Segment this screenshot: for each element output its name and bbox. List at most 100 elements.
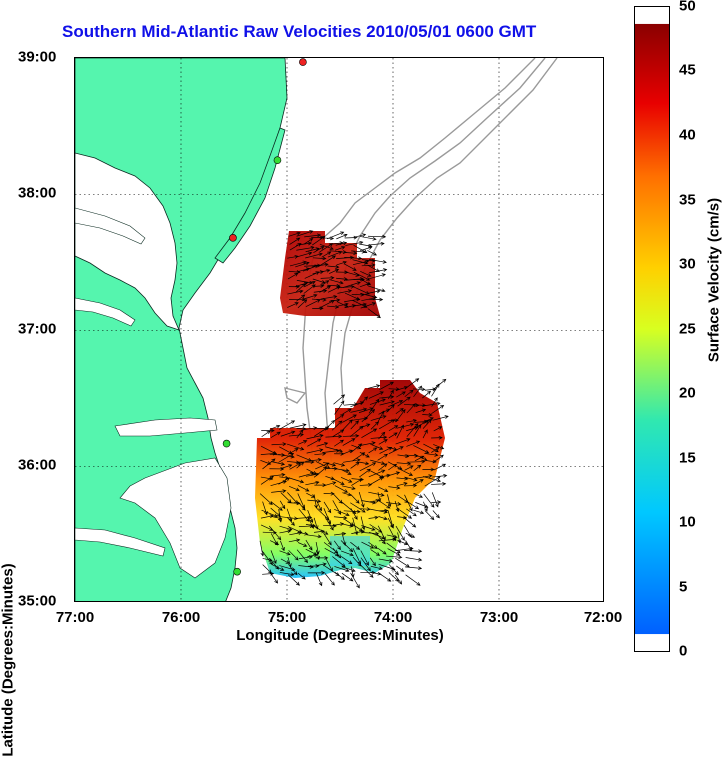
velocity-arrow [431, 492, 439, 508]
velocity-arrow [288, 486, 300, 492]
velocity-arrow [394, 574, 403, 585]
velocity-arrow [324, 481, 337, 487]
velocity-arrow [397, 515, 408, 520]
velocity-arrow [305, 252, 323, 259]
velocity-arrow [367, 250, 378, 256]
velocity-arrow [376, 533, 386, 545]
velocity-arrow [296, 251, 313, 258]
velocity-arrow [370, 565, 383, 571]
velocity-arrow [341, 485, 356, 491]
colorbar-tick: 40 [679, 126, 696, 144]
velocity-arrow [305, 539, 313, 551]
velocity-arrow [303, 238, 314, 245]
velocity-arrow [388, 463, 398, 471]
velocity-arrow [422, 417, 434, 423]
colorbar-tick: 15 [679, 449, 696, 467]
velocity-arrow [353, 271, 371, 281]
velocity-arrow [433, 463, 447, 471]
grid-lines [75, 58, 603, 601]
velocity-arrow [288, 550, 299, 561]
velocity-arrow [271, 516, 283, 520]
velocity-arrow [395, 408, 406, 423]
velocity-arrow [368, 241, 385, 246]
velocity-arrow [261, 509, 278, 518]
velocity-arrow [369, 557, 376, 567]
velocity-arrow [378, 558, 394, 563]
velocity-arrow [413, 492, 424, 498]
velocity-arrow [304, 233, 322, 238]
velocity-arrow [345, 240, 364, 246]
velocity-arrow [368, 391, 384, 399]
velocity-arrow [369, 398, 386, 405]
velocity-arrow [334, 400, 345, 415]
velocity-arrow [304, 281, 316, 288]
velocity-arrow [349, 425, 364, 438]
velocity-arrow [332, 493, 343, 504]
velocity-arrow [302, 264, 319, 272]
velocity-arrow [432, 510, 440, 519]
velocity-arrow [433, 426, 443, 432]
velocity-arrow [368, 297, 384, 302]
velocity-arrow [314, 526, 329, 535]
velocity-arrow [322, 448, 341, 453]
velocity-arrow [297, 299, 308, 309]
velocity-arrow [278, 477, 291, 485]
velocity-arrow [344, 263, 357, 271]
velocity-arrow [322, 461, 337, 467]
bay-inlet [75, 297, 136, 327]
velocity-arrow [431, 383, 440, 397]
velocity-arrow [327, 250, 343, 258]
velocity-arrow [368, 234, 387, 239]
velocity-arrow [312, 278, 326, 284]
velocity-arrow [260, 475, 275, 485]
velocity-arrow [319, 243, 334, 253]
velocity-arrow [387, 548, 401, 556]
velocity-arrow [332, 478, 345, 485]
velocity-arrow [360, 564, 374, 578]
velocity-arrow [353, 286, 370, 295]
velocity-arrow [361, 428, 378, 439]
velocity-arrow [378, 516, 388, 521]
velocity-arrow [369, 268, 388, 274]
velocity-arrow [320, 294, 338, 300]
velocity-arrow [341, 566, 356, 573]
velocity-arrow [289, 566, 298, 576]
velocity-arrow [431, 404, 445, 415]
velocity-arrow [340, 476, 353, 483]
velocity-arrow [297, 572, 306, 580]
velocity-arrow [333, 462, 346, 467]
velocity-arrow [424, 510, 435, 521]
velocity-arrow [298, 440, 308, 445]
velocity-arrow [385, 555, 403, 560]
velocity-arrow [358, 468, 371, 478]
velocity-arrow [395, 525, 405, 541]
velocity-arrow [289, 297, 306, 302]
velocity-arrow [361, 409, 376, 423]
velocity-arrow [320, 280, 330, 287]
velocity-arrow [353, 277, 366, 282]
colorbar-tick: 20 [679, 384, 696, 402]
velocity-arrow [350, 420, 359, 430]
velocity-arrow [334, 246, 346, 251]
velocity-arrow [395, 546, 414, 552]
velocity-arrow [423, 501, 428, 512]
velocity-arrow [405, 557, 423, 562]
velocity-arrow [320, 275, 335, 280]
velocity-arrow [423, 493, 435, 508]
velocity-arrow [312, 235, 326, 246]
velocity-arrow [307, 499, 322, 503]
velocity-arrow [397, 396, 411, 407]
velocity-arrow [287, 557, 292, 568]
velocity-arrow [261, 430, 271, 438]
velocity-arrow [360, 270, 372, 277]
velocity-arrow [350, 572, 360, 589]
velocity-arrow [413, 424, 422, 437]
velocity-arrow [332, 522, 345, 526]
velocity-arrow [319, 255, 336, 266]
velocity-arrow [378, 563, 396, 571]
colorbar-tick: 30 [679, 255, 696, 273]
barrier-island [214, 127, 286, 264]
velocity-arrow [329, 279, 344, 285]
velocity-arrow [280, 430, 296, 437]
velocity-arrow [378, 419, 396, 430]
